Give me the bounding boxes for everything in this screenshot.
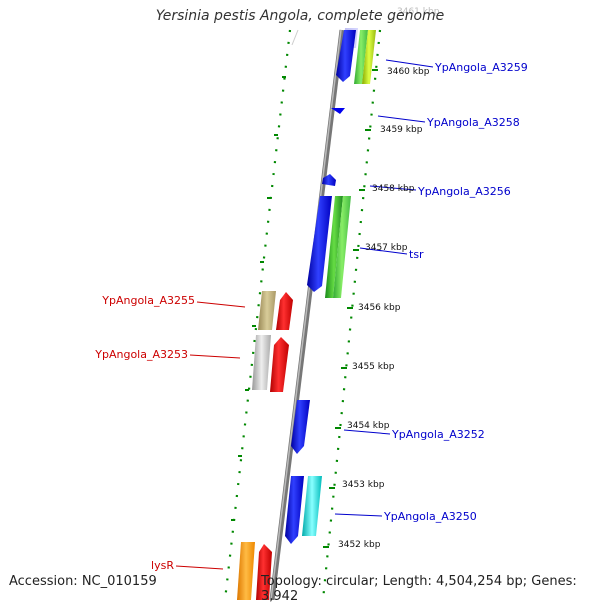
gene-bar-a3250-cyan[interactable] [302,476,322,536]
gene-bar-a3255-khaki[interactable] [258,291,276,330]
gene-bar-tsr-green[interactable] [325,196,351,298]
kbp-label-3458: 3458 kbp [372,184,415,194]
gene-label-lysr[interactable]: lysR [151,559,174,572]
gene-label-a3255[interactable]: YpAngola_A3255 [101,294,195,307]
gene-label-a3256[interactable]: YpAngola_A3256 [417,185,511,198]
kbp-label-3461: 3461 kbp [397,7,440,17]
kbp-label-3460: 3460 kbp [387,67,430,77]
gene-label-a3253[interactable]: YpAngola_A3253 [94,348,188,361]
kbp-label-3454: 3454 kbp [347,421,390,431]
tick-marks-left [231,76,286,521]
accession-text: Accession: NC_010159 [9,574,157,589]
gene-bar-a3253-gray[interactable] [252,335,271,390]
backbone [269,29,345,600]
kbp-label-3453: 3453 kbp [342,480,385,490]
gene-label-a3258[interactable]: YpAngola_A3258 [426,116,520,129]
gene-bar-lysr-orange[interactable] [237,542,255,600]
kbp-label-3456: 3456 kbp [358,303,401,313]
gene-bar-a3259-green[interactable] [354,30,376,84]
gene-arrow-a3256[interactable] [322,174,336,186]
kbp-label-3457: 3457 kbp [365,243,408,253]
kbp-labels: 3461 kbp 3460 kbp 3459 kbp 3458 kbp 3457… [338,7,440,550]
gene-arrow-3256-blue-long[interactable] [307,196,332,292]
gene-label-a3250[interactable]: YpAngola_A3250 [383,510,477,523]
gene-label-a3252[interactable]: YpAngola_A3252 [391,428,485,441]
kbp-label-3452: 3452 kbp [338,540,381,550]
kbp-label-3455: 3455 kbp [352,362,395,372]
gene-labels-right: YpAngola_A3259 YpAngola_A3258 YpAngola_A… [383,61,528,523]
gene-label-tsr[interactable]: tsr [409,248,424,261]
gene-arrow-a3258[interactable] [331,108,345,114]
gene-arrow-a3259[interactable] [336,30,356,82]
gene-arrow-lysr[interactable] [256,544,272,600]
gene-label-a3259[interactable]: YpAngola_A3259 [434,61,528,74]
gene-arrow-a3253[interactable] [270,337,289,392]
gene-arrow-a3252[interactable] [291,400,310,454]
kbp-label-3459: 3459 kbp [380,125,423,135]
tick-marks-right [323,69,378,548]
gene-arrow-a3250[interactable] [285,476,304,544]
genome-title: Yersinia pestis Angola, complete genome [155,8,445,24]
leader-lines [175,59,434,570]
gene-arrow-a3255[interactable] [276,292,293,330]
gene-labels-left: YpAngola_A3255 YpAngola_A3253 lysR [94,294,195,572]
